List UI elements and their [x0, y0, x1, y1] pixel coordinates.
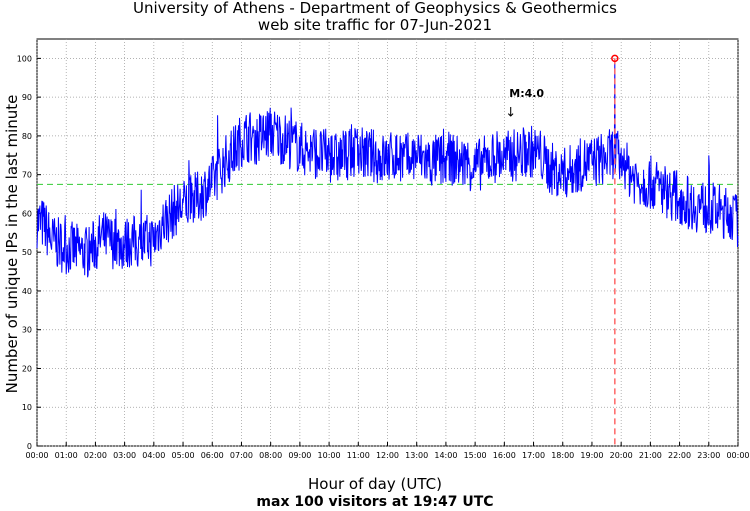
y-tick-label: 0 [27, 442, 32, 451]
x-tick-label: 03:00 [113, 451, 136, 460]
x-tick-label: 04:00 [142, 451, 165, 460]
y-tick-label: 90 [22, 93, 32, 102]
y-tick-label: 70 [22, 171, 32, 180]
y-tick-label: 80 [22, 132, 32, 141]
annotation-label: M:4.0 [509, 87, 544, 100]
x-tick-label: 14:00 [434, 451, 457, 460]
x-tick-label: 23:00 [697, 451, 720, 460]
y-tick-label: 50 [22, 248, 32, 257]
grid [36, 39, 739, 447]
x-tick-label: 20:00 [610, 451, 633, 460]
y-tick-label: 100 [17, 54, 32, 63]
x-tick-label: 15:00 [464, 451, 487, 460]
y-tick-label: 20 [22, 364, 32, 373]
x-tick-label: 10:00 [318, 451, 341, 460]
x-tick-label: 13:00 [405, 451, 428, 460]
y-tick-label: 10 [22, 403, 32, 412]
chart-subtitle: web site traffic for 07-Jun-2021 [257, 16, 493, 34]
x-axis-label: Hour of day (UTC) [308, 475, 442, 493]
max-marker-dot [611, 54, 619, 63]
y-axis-label: Number of unique IPs in the last minute [3, 94, 21, 394]
x-tick-label: 18:00 [551, 451, 574, 460]
x-tick-label: 21:00 [639, 451, 662, 460]
y-tick-label: 30 [22, 326, 32, 335]
x-tick-label: 01:00 [55, 451, 78, 460]
x-tick-label: 00:00 [726, 451, 749, 460]
chart-title: University of Athens - Department of Geo… [133, 0, 617, 17]
x-tick-label: 17:00 [522, 451, 545, 460]
x-tick-label: 06:00 [201, 451, 224, 460]
x-tick-label: 00:00 [25, 451, 48, 460]
y-tick-label: 40 [22, 287, 32, 296]
traffic-chart: 0 10 20 30 40 50 60 70 80 90 100 00:00 01:00 02:00 03… [17, 38, 750, 460]
annotation-arrow-icon: ↓ [505, 106, 516, 121]
x-tick-label: 09:00 [288, 451, 311, 460]
x-tick-label: 05:00 [172, 451, 195, 460]
x-tick-label: 08:00 [259, 451, 282, 460]
x-axis: 00:00 01:00 02:00 03:00 04:00 05:00 06:00 07:00… [25, 442, 750, 460]
series-line [36, 58, 739, 278]
x-tick-label: 22:00 [668, 451, 691, 460]
y-tick-label: 60 [22, 209, 32, 218]
x-tick-label: 12:00 [376, 451, 399, 460]
max-visitors-note: max 100 visitors at 19:47 UTC [256, 494, 494, 510]
x-tick-label: 16:00 [493, 451, 516, 460]
x-tick-label: 02:00 [84, 451, 107, 460]
x-tick-label: 11:00 [347, 451, 370, 460]
x-tick-label: 07:00 [230, 451, 253, 460]
x-tick-label: 19:00 [580, 451, 603, 460]
